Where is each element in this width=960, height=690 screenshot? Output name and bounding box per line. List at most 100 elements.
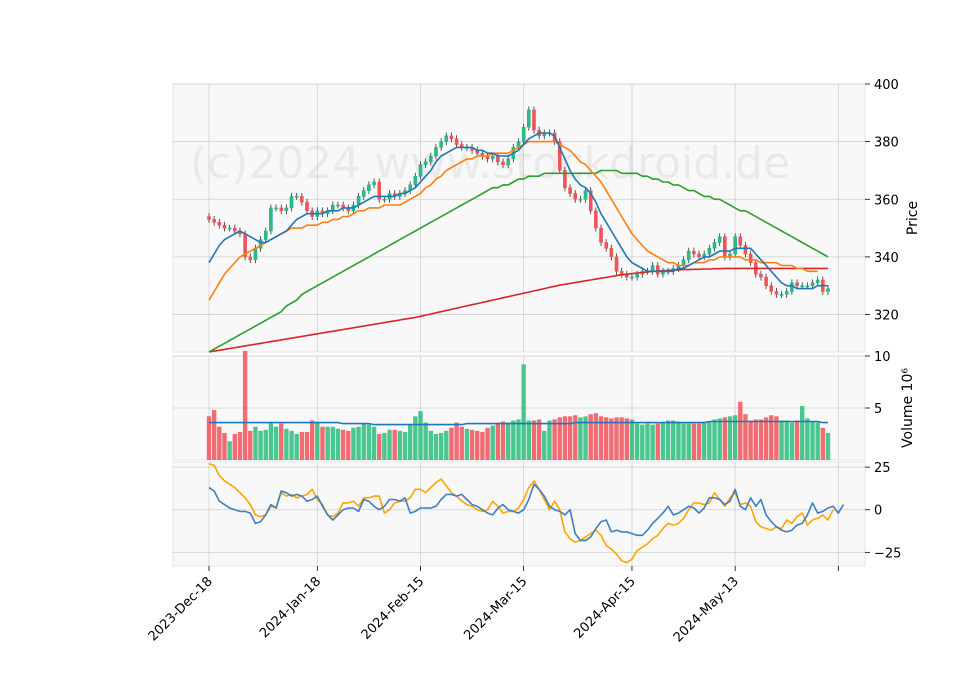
volume-bar [805, 418, 810, 460]
volume-bar [464, 428, 470, 460]
candle-body [331, 204, 335, 212]
candle-body [305, 201, 309, 212]
candle-body [423, 161, 428, 165]
volume-bar [428, 430, 434, 460]
volume-bar [707, 421, 712, 460]
candle-body [594, 210, 598, 229]
volume-bar [402, 431, 408, 460]
volume-bar [407, 424, 413, 460]
volume-bar [763, 417, 769, 460]
candle-body [289, 196, 294, 209]
volume-bar [727, 416, 733, 460]
candle-body [692, 250, 696, 255]
candle-body [284, 207, 289, 212]
candle-body [743, 245, 748, 255]
volume-bar [511, 420, 516, 460]
candle-body [361, 190, 366, 197]
volume-bar [438, 432, 444, 460]
volume-bar [660, 422, 666, 460]
volume-bar [222, 432, 227, 460]
volume-bar [505, 422, 511, 460]
volume-bar [495, 422, 501, 460]
candle-body [604, 242, 608, 249]
candle-body [563, 170, 567, 188]
candle-body [630, 276, 634, 279]
candle-body [738, 236, 743, 246]
volume-bar [227, 441, 232, 460]
candle-body [439, 141, 443, 148]
candle-body [779, 294, 784, 296]
volume-tick-label: 5 [874, 402, 882, 417]
volume-bar [475, 430, 480, 460]
ma-long-line [208, 169, 829, 353]
candle-body [300, 196, 304, 203]
candle-body [279, 207, 284, 212]
volume-bar [335, 428, 341, 460]
volume-bar [542, 430, 547, 460]
volume-axis-label: Volume 10⁶ [900, 368, 916, 448]
volume-bar [758, 419, 764, 460]
volume-bar [469, 429, 475, 460]
volume-bar [598, 416, 604, 460]
volume-bar [263, 429, 268, 460]
volume-bar [784, 420, 789, 460]
volume-bar [299, 431, 305, 460]
volume-bar [810, 421, 815, 460]
volume-bar [634, 423, 640, 460]
volume-bar [593, 413, 599, 460]
x-tick-label: 2024-May-13 [671, 574, 742, 645]
volume-bar [655, 423, 660, 460]
volume-bar [531, 420, 537, 460]
volume-bar [242, 350, 248, 460]
volume-bar [614, 417, 619, 460]
candle-body [784, 291, 789, 295]
volume-bar [743, 414, 748, 460]
candle-body [449, 135, 454, 140]
volume-bar [413, 416, 418, 460]
candle-body [444, 135, 449, 142]
x-tick-label: 2024-Apr-15 [571, 574, 638, 641]
indicator-tick-label: 25 [874, 461, 891, 476]
ma-short-line [208, 132, 828, 290]
volume-bar [738, 401, 743, 460]
volume-bar [779, 420, 784, 460]
volume-bar [500, 421, 506, 460]
candle-body [207, 216, 211, 220]
volume-bar [815, 422, 820, 460]
volume-bar [485, 427, 490, 460]
volume-bar [304, 431, 310, 460]
candle-body [748, 253, 753, 263]
volume-bar [640, 424, 645, 460]
volume-bar [454, 422, 459, 460]
volume-bar [603, 417, 609, 460]
volume-bar [820, 427, 826, 460]
candle-body [619, 271, 624, 275]
candle-body [557, 141, 562, 171]
volume-bar [650, 424, 655, 460]
candle-body [568, 187, 572, 194]
volume-bar [377, 434, 382, 460]
volume-bar [253, 426, 258, 460]
volume-bar [609, 418, 614, 460]
x-tick-labels: 2023-Dec-18 2024-Jan-18 2024-Feb-15 2024-Ma… [146, 566, 839, 645]
price-axis-label: Price [905, 201, 921, 235]
x-tick-label: 2024-Jan-18 [257, 574, 324, 641]
volume-bar [340, 429, 346, 460]
grid-lines [173, 83, 865, 566]
y-tick-labels: 320 340 360 380 400 5 10 25 0 −25 [865, 78, 901, 561]
candle-body [263, 230, 268, 240]
indicator-line-a [208, 483, 845, 542]
volume-bar [294, 434, 299, 460]
candle-body [707, 248, 712, 255]
candle-body [733, 236, 737, 255]
volume-bar [315, 422, 320, 460]
volume-bar [273, 426, 279, 460]
volume-bar [552, 419, 557, 460]
volume-bar [753, 419, 758, 460]
candle-body [496, 155, 500, 163]
candle-body [232, 227, 237, 232]
volume-average-line [209, 420, 828, 426]
candle-body [269, 207, 273, 232]
candle-body [454, 138, 459, 145]
candle-body [501, 161, 505, 165]
